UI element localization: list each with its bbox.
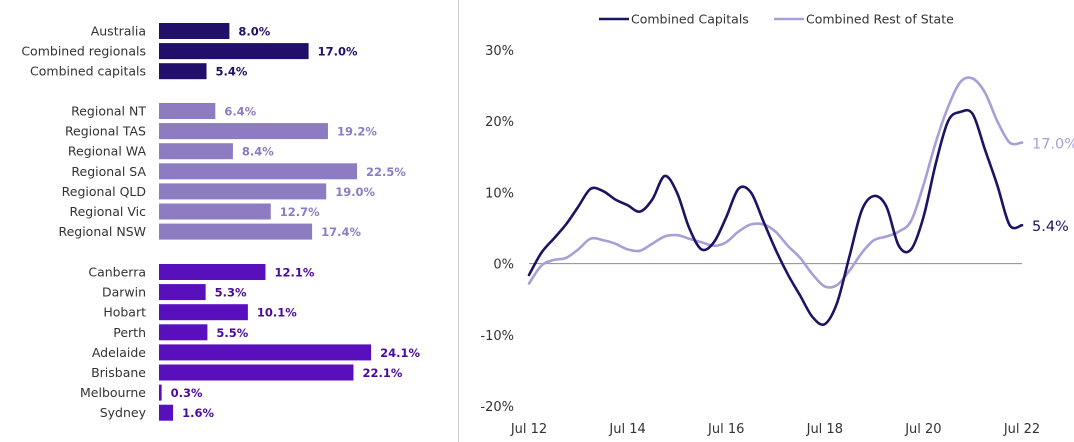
bar-category-label: Combined capitals: [30, 64, 146, 79]
bar-hobart: [159, 304, 248, 321]
x-tick-label: Jul 20: [904, 422, 941, 437]
x-tick-label: Jul 16: [707, 422, 744, 437]
x-tick-label: Jul 14: [608, 422, 645, 437]
end-label-combined-capitals: 5.4%: [1032, 219, 1069, 235]
bar-category-label: Regional NT: [71, 104, 146, 119]
bar-value-label: 17.4%: [321, 225, 361, 239]
bar-value-label: 6.4%: [224, 105, 256, 119]
y-tick-label: -10%: [480, 329, 514, 344]
y-tick-label: 20%: [485, 115, 514, 130]
bar-adelaide: [159, 344, 372, 361]
bar-category-label: Australia: [91, 24, 146, 39]
bar-value-label: 10.1%: [257, 306, 297, 320]
bar-value-label: 17.0%: [318, 45, 358, 59]
end-label-combined-rest-of-state: 17.0%: [1032, 137, 1074, 153]
bar-regional-sa: [159, 163, 357, 180]
y-tick-label: -20%: [480, 400, 514, 415]
bar-category-label: Melbourne: [80, 385, 146, 400]
line-combined-capitals: [527, 108, 1024, 326]
bar-darwin: [159, 284, 206, 301]
bar-value-label: 19.0%: [335, 185, 375, 199]
y-tick-label: 10%: [485, 186, 514, 201]
bar-value-label: 22.5%: [366, 165, 406, 179]
bar-value-label: 8.4%: [242, 145, 274, 159]
bar-category-label: Perth: [113, 325, 146, 340]
bar-category-label: Darwin: [102, 285, 146, 300]
bar-value-label: 12.7%: [280, 205, 320, 219]
y-tick-label: 30%: [485, 44, 514, 59]
bar-sydney: [159, 404, 174, 421]
bar-regional-qld: [159, 183, 327, 200]
bar-regional-tas: [159, 123, 328, 140]
bar-value-label: 8.0%: [238, 25, 270, 39]
bar-category-label: Sydney: [100, 405, 147, 420]
bar-category-label: Regional QLD: [62, 184, 146, 199]
y-tick-label: 0%: [493, 258, 514, 273]
line-combined-rest-of-state: [527, 76, 1024, 289]
bar-combined-capitals: [159, 63, 207, 80]
bar-value-label: 5.4%: [216, 65, 248, 79]
bar-value-label: 24.1%: [380, 346, 420, 360]
bar-perth: [159, 324, 208, 341]
legend-label-combined-capitals: Combined Capitals: [631, 12, 749, 27]
bar-combined-regionals: [159, 43, 309, 60]
bar-category-label: Hobart: [103, 305, 146, 320]
bar-category-label: Regional NSW: [58, 224, 146, 239]
bar-regional-vic: [159, 203, 271, 220]
bar-value-label: 5.5%: [216, 326, 248, 340]
bar-value-label: 0.3%: [171, 386, 203, 400]
legend-label-combined-rest-of-state: Combined Rest of State: [806, 12, 954, 27]
bar-regional-wa: [159, 143, 233, 160]
bar-value-label: 5.3%: [215, 286, 247, 300]
bar-value-label: 22.1%: [362, 366, 402, 380]
x-tick-label: Jul 18: [806, 422, 843, 437]
bar-value-label: 19.2%: [337, 125, 377, 139]
bar-regional-nsw: [159, 223, 313, 240]
bar-category-label: Regional SA: [71, 164, 146, 179]
bar-melbourne: [159, 384, 162, 401]
bar-value-label: 12.1%: [274, 266, 314, 280]
line-chart: -20% -10% 0% 10% 20% 30% Jul 12 Jul 14 Jul 16 Jul…: [480, 12, 1074, 438]
bar-category-label: Regional Vic: [69, 204, 146, 219]
panel-divider: [458, 0, 459, 442]
bar-category-label: Combined regionals: [21, 44, 146, 59]
bar-category-label: Regional TAS: [65, 124, 146, 139]
bar-category-label: Brisbane: [91, 365, 146, 380]
x-tick-label: Jul 12: [510, 422, 547, 437]
bar-canberra: [159, 264, 266, 280]
bar-category-label: Regional WA: [68, 144, 147, 159]
bar-brisbane: [159, 364, 354, 381]
bar-category-label: Adelaide: [92, 345, 146, 360]
bar-value-label: 1.6%: [182, 406, 214, 420]
bar-chart: Australia 8.0% Combined regionals 17.0% Comb…: [21, 23, 420, 421]
bar-australia: [159, 23, 230, 39]
bar-category-label: Canberra: [88, 265, 146, 280]
x-tick-label: Jul 22: [1003, 422, 1040, 437]
bar-regional-nt: [159, 103, 216, 119]
